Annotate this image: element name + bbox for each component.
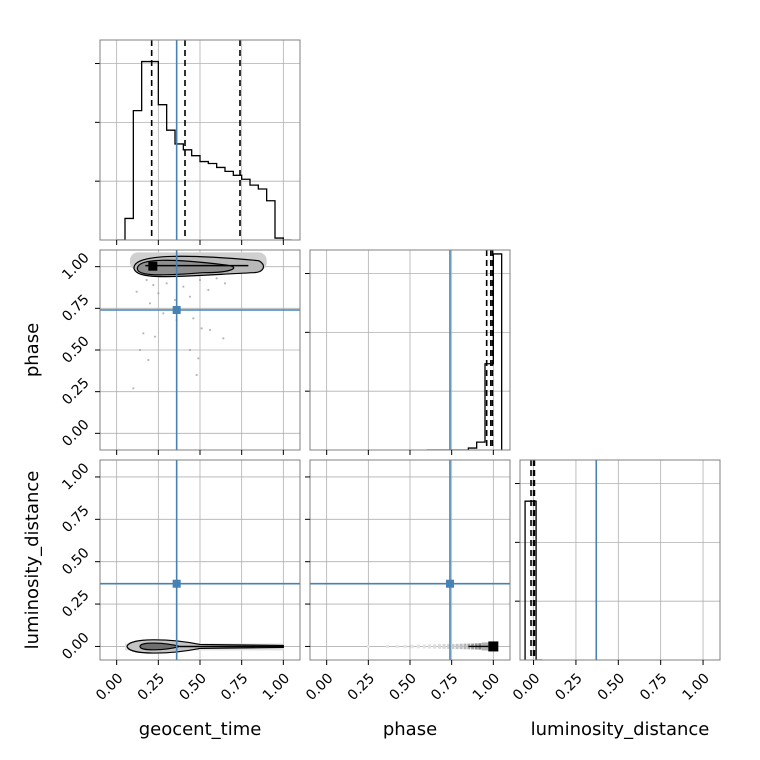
panel-clip-group <box>310 460 510 660</box>
scatter-point <box>192 317 195 320</box>
xlabel-geocent-time: geocent_time <box>139 719 262 740</box>
density-cell <box>428 644 432 649</box>
panel-frame <box>519 459 721 661</box>
scatter-point <box>142 332 145 335</box>
scatter-point <box>215 277 218 280</box>
density-peak <box>488 641 499 652</box>
density-cell <box>410 644 414 649</box>
truth-marker <box>172 579 181 588</box>
scatter-point <box>222 337 225 340</box>
panels: 0.00 0.25 0.50 0.75 1.000.000.250.500.751.00… <box>59 39 721 704</box>
density-cell <box>416 644 420 649</box>
density-cell <box>403 644 407 649</box>
density-cell <box>442 644 446 649</box>
scatter-point <box>145 278 148 282</box>
scatter-point <box>188 348 192 352</box>
scatter-point <box>188 295 192 298</box>
density-cell <box>455 643 459 650</box>
scatter-point <box>153 335 157 338</box>
hist-clip-group <box>116 40 292 240</box>
scatter-point <box>147 358 150 362</box>
density-cell <box>422 644 426 649</box>
scatter-point <box>135 290 138 293</box>
scatter-point <box>200 327 203 330</box>
density-cell <box>433 644 437 649</box>
density-cell <box>395 644 399 649</box>
scatter-point <box>207 288 210 292</box>
truth-marker <box>446 579 454 588</box>
density-cell <box>451 643 455 649</box>
scatter-point <box>132 387 135 390</box>
hist-panel-phase <box>305 249 511 455</box>
panel-clip-group <box>100 250 300 450</box>
density-cell <box>459 643 463 650</box>
hist-panel-geocent-time <box>95 39 301 245</box>
scatter-point <box>148 302 152 305</box>
scatter-point <box>152 283 155 287</box>
scatter-point <box>195 373 198 377</box>
scatter-point <box>197 357 200 360</box>
ylabel-phase: phase <box>22 323 43 377</box>
scatter-point <box>173 298 177 302</box>
scatter-point <box>138 348 142 352</box>
contour-mid <box>136 259 235 276</box>
hist-step-phase <box>426 253 503 450</box>
scatter-point <box>165 282 168 285</box>
hist-clip-group <box>524 460 598 660</box>
density-cell <box>385 644 389 649</box>
xlabel-luminosity-distance: luminosity_distance <box>531 719 710 740</box>
density-cell <box>438 644 442 649</box>
scatter-point <box>208 328 212 332</box>
hist-clip-group <box>426 250 503 450</box>
ylabel-luminosity-distance: luminosity_distance <box>22 471 43 650</box>
scatter-point <box>182 285 185 288</box>
xlabel-phase: phase <box>383 719 437 740</box>
scatter-point <box>162 312 165 315</box>
scatter-point <box>223 282 227 285</box>
truth-marker <box>172 306 181 314</box>
density-cell <box>447 643 451 649</box>
hist-step-geocent-time <box>116 60 292 240</box>
scatter-point <box>157 292 160 295</box>
panel-clip-group <box>100 460 300 660</box>
density-cell <box>366 644 370 648</box>
density-cell <box>463 643 467 650</box>
density-peak <box>148 261 158 271</box>
scatter-point <box>198 278 202 282</box>
